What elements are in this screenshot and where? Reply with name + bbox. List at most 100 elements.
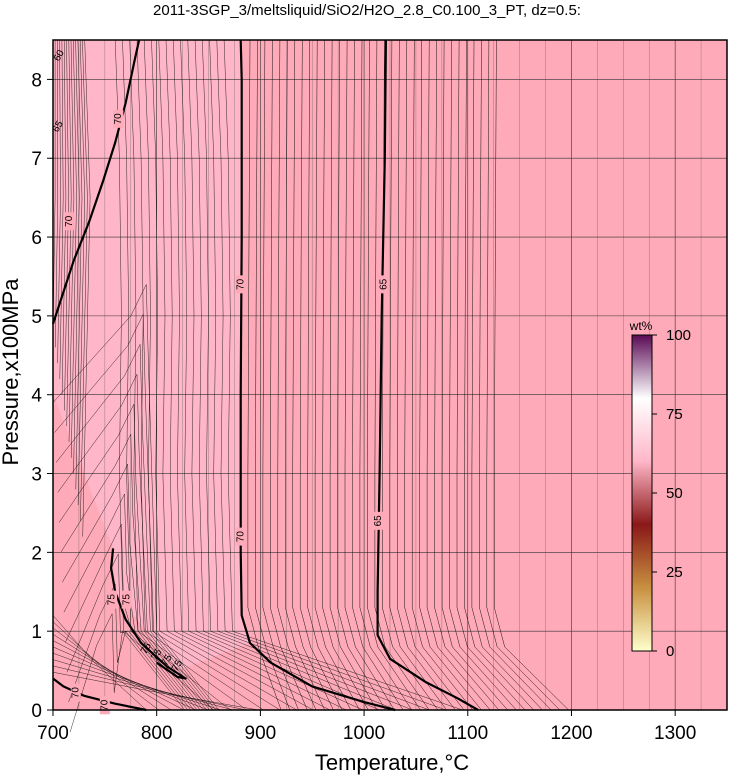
contour-line-minor	[194, 39, 397, 711]
contour-line-minor	[136, 39, 264, 711]
contour-line-minor	[202, 39, 413, 711]
x-axis-label: Temperature,°C	[315, 750, 469, 775]
x-tick-label: 1100	[447, 723, 488, 744]
contour-label: 75	[160, 652, 175, 668]
contour-line-major	[51, 39, 141, 325]
contour-line-minor	[52, 621, 159, 711]
contour-line-minor	[63, 493, 198, 711]
contour-line-minor	[52, 284, 220, 711]
y-tick-label: 7	[31, 149, 42, 170]
x-tick-label: 900	[245, 723, 277, 744]
contour-line-minor	[80, 39, 88, 521]
contour-line-minor	[52, 672, 259, 711]
contour-label: 75	[170, 658, 185, 674]
contour-line-minor	[292, 39, 334, 711]
contour-line-minor	[68, 39, 75, 443]
contour-line-minor	[449, 39, 517, 711]
contour-lines	[51, 39, 569, 733]
contour-label: 75	[107, 594, 118, 606]
y-tick-label: 2	[31, 543, 42, 564]
contour-line-minor	[115, 39, 214, 711]
contour-line-minor	[434, 39, 500, 711]
contour-line-minor	[209, 39, 430, 711]
contour-label-bg	[235, 527, 246, 546]
contour-line-minor	[77, 39, 85, 506]
contour-line-minor	[61, 39, 67, 395]
y-axis-label: Pressure,x100MPa	[0, 278, 23, 466]
contour-label-bg	[121, 590, 132, 609]
contour-line-minor	[344, 39, 395, 711]
contour-line-minor	[255, 39, 291, 711]
contour-line-minor	[216, 39, 447, 711]
x-tick-label: 1300	[654, 723, 696, 744]
contour-label: 70	[99, 699, 110, 711]
contour-label: 60	[52, 48, 67, 64]
contour-line-minor	[329, 39, 378, 711]
colorbar-tick-label: 0	[666, 643, 674, 660]
contour-line-minor	[285, 39, 325, 711]
contour-line-minor	[57, 374, 210, 711]
x-tick-label: 700	[37, 723, 69, 744]
contour-label-bg	[235, 275, 246, 294]
colorbar-tick-label: 25	[666, 564, 683, 581]
contour-line-minor	[270, 39, 308, 711]
contour-line-minor	[52, 640, 197, 711]
plot-frame	[52, 39, 728, 711]
contour-line-minor	[397, 39, 456, 711]
contour-line-minor	[187, 39, 380, 711]
contour-line-minor	[464, 39, 534, 711]
contour-label: 70	[113, 113, 124, 125]
contour-line-minor	[419, 39, 482, 711]
contour-line-minor	[471, 39, 543, 711]
contour-line-minor	[62, 464, 201, 711]
contour-label: 70	[64, 215, 75, 227]
contour-line-minor	[64, 39, 69, 411]
contour-line-minor	[307, 39, 351, 711]
contour-line-minor	[337, 39, 386, 711]
contour-line-minor	[82, 39, 91, 537]
contour-line-minor	[494, 39, 569, 711]
contour-line-minor	[173, 39, 347, 711]
contour-label: 75	[121, 594, 132, 606]
contour-line-major	[376, 39, 479, 711]
contour-line-minor	[60, 434, 204, 711]
x-axis-ticks: 700 800 900 1000 1100 1200 1300	[37, 710, 696, 744]
contour-line-minor	[59, 39, 64, 379]
contour-line-minor	[52, 665, 246, 711]
contour-line-minor	[66, 39, 72, 427]
contour-label: 70	[235, 531, 246, 543]
contour-line-minor	[52, 615, 147, 711]
y-tick-label: 6	[31, 228, 42, 249]
contour-label: 65	[51, 119, 66, 135]
colorbar-gradient	[631, 334, 653, 652]
contour-line-major	[52, 677, 147, 712]
contour-line-minor	[52, 646, 209, 711]
y-axis-ticks: 0 1 2 3 4 5 6 7 8	[31, 70, 53, 722]
contour-label: 75	[149, 647, 164, 663]
contour-line-minor	[359, 39, 412, 711]
contour-line-major	[239, 39, 396, 712]
contour-line-minor	[52, 653, 222, 711]
contour-line-minor	[122, 39, 231, 711]
y-tick-label: 1	[31, 622, 42, 643]
contour-line-minor	[411, 39, 473, 711]
y-tick-label: 3	[31, 465, 42, 486]
x-tick-label: 800	[141, 723, 173, 744]
contour-label: 70	[235, 278, 246, 290]
contour-line-minor	[165, 39, 330, 711]
contour-label-bg	[373, 511, 384, 530]
contour-line-minor	[52, 627, 172, 711]
contour-line-minor	[180, 39, 364, 711]
contour-line-minor	[486, 39, 560, 711]
contour-label-bg	[378, 275, 389, 294]
colorbar-unit: wt%	[629, 319, 653, 333]
contour-label-bg	[107, 590, 118, 609]
colorbar-tick-label: 50	[666, 485, 683, 502]
contour-label-bg	[64, 212, 75, 231]
contour-line-minor	[367, 39, 421, 711]
contour-line-major	[110, 548, 187, 680]
contour-line-minor	[66, 553, 192, 711]
contour-label-bg	[70, 683, 81, 702]
contour-line-minor	[68, 583, 188, 711]
